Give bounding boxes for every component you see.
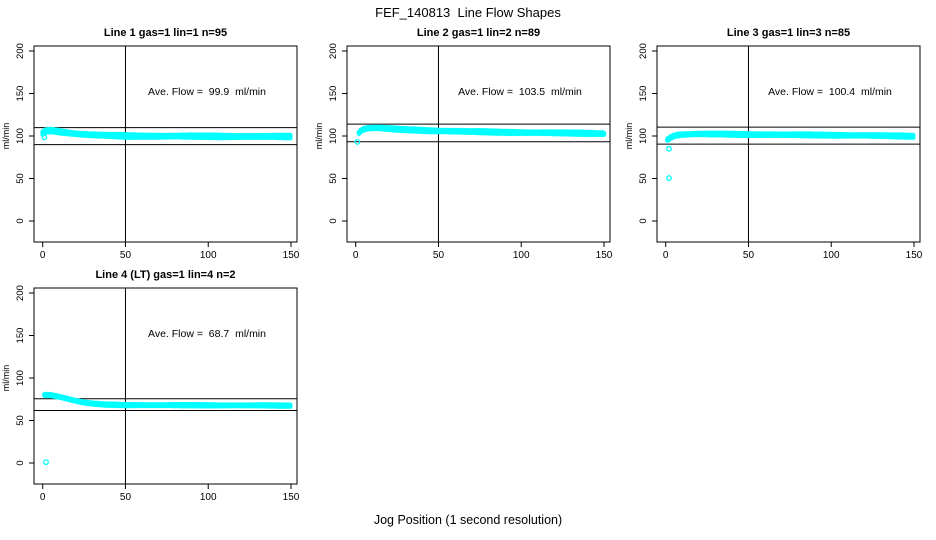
svg-text:150: 150 xyxy=(906,250,923,261)
svg-text:150: 150 xyxy=(596,250,613,261)
svg-text:100: 100 xyxy=(328,128,339,144)
svg-text:ml/min: ml/min xyxy=(314,123,324,150)
svg-text:100: 100 xyxy=(15,370,26,386)
svg-text:0: 0 xyxy=(15,460,26,465)
svg-text:100: 100 xyxy=(823,250,840,261)
panel-line-1: 0 50 100 150 0 50 100 150 200 ml/min Line 1 gas=1… xyxy=(0,25,316,268)
svg-text:0: 0 xyxy=(353,250,359,261)
svg-text:ml/min: ml/min xyxy=(624,123,634,150)
svg-text:50: 50 xyxy=(15,415,26,426)
panel-title-line-1: Line 1 gas=1 lin=1 n=95 xyxy=(103,27,228,39)
plot-area-line-2: 0 50 100 150 0 50 100 150 200 ml/min xyxy=(314,43,613,261)
svg-text:200: 200 xyxy=(638,43,649,59)
svg-text:150: 150 xyxy=(15,328,26,344)
svg-text:0: 0 xyxy=(638,218,649,223)
svg-text:50: 50 xyxy=(433,250,445,261)
svg-text:200: 200 xyxy=(328,43,339,59)
svg-text:150: 150 xyxy=(15,86,26,102)
plot-area-line-3: 0 50 100 150 0 50 100 150 200 ml/min xyxy=(624,43,923,261)
svg-text:50: 50 xyxy=(743,250,755,261)
panel-title-line-4: Line 4 (LT) gas=1 lin=4 n=2 xyxy=(95,269,236,281)
svg-text:100: 100 xyxy=(200,492,217,503)
ave-flow-annotation-line-3: Ave. Flow = 100.4 ml/min xyxy=(768,86,892,98)
ave-flow-annotation-line-4: Ave. Flow = 68.7 ml/min xyxy=(148,328,266,340)
panel-line-2: 0 50 100 150 0 50 100 150 200 ml/min Line 2 gas=1… xyxy=(313,25,629,268)
svg-text:100: 100 xyxy=(200,250,217,261)
svg-text:50: 50 xyxy=(328,173,339,184)
svg-text:50: 50 xyxy=(120,492,132,503)
panel-title-line-3: Line 3 gas=1 lin=3 n=85 xyxy=(726,27,851,39)
svg-text:0: 0 xyxy=(328,218,339,223)
svg-text:200: 200 xyxy=(15,285,26,301)
plot-area-line-4: 0 50 100 150 0 50 100 150 200 ml/min xyxy=(1,285,300,503)
svg-text:ml/min: ml/min xyxy=(1,123,11,150)
ave-flow-annotation-line-2: Ave. Flow = 103.5 ml/min xyxy=(458,86,582,98)
svg-text:200: 200 xyxy=(15,43,26,59)
svg-text:150: 150 xyxy=(328,86,339,102)
x-axis-label: Jog Position (1 second resolution) xyxy=(373,513,563,527)
svg-text:0: 0 xyxy=(40,492,46,503)
ave-flow-annotation-line-1: Ave. Flow = 99.9 ml/min xyxy=(148,86,266,98)
svg-text:0: 0 xyxy=(15,218,26,223)
svg-text:0: 0 xyxy=(40,250,46,261)
svg-text:50: 50 xyxy=(638,173,649,184)
panel-line-4: 0 50 100 150 0 50 100 150 200 ml/min Line 4 (LT) … xyxy=(0,267,316,510)
panel-line-3: 0 50 100 150 0 50 100 150 200 ml/min Line 3 gas=1… xyxy=(623,25,936,268)
svg-text:100: 100 xyxy=(638,128,649,144)
panel-title-line-2: Line 2 gas=1 lin=2 n=89 xyxy=(416,27,541,39)
plot-area-line-1: 0 50 100 150 0 50 100 150 200 ml/min xyxy=(1,43,300,261)
svg-text:50: 50 xyxy=(120,250,132,261)
figure-title: FEF_140813 Line Flow Shapes xyxy=(375,5,561,20)
svg-text:100: 100 xyxy=(513,250,530,261)
svg-text:0: 0 xyxy=(663,250,669,261)
svg-text:50: 50 xyxy=(15,173,26,184)
svg-text:150: 150 xyxy=(283,250,300,261)
svg-text:150: 150 xyxy=(638,86,649,102)
svg-text:150: 150 xyxy=(283,492,300,503)
svg-text:ml/min: ml/min xyxy=(1,365,11,392)
svg-text:100: 100 xyxy=(15,128,26,144)
